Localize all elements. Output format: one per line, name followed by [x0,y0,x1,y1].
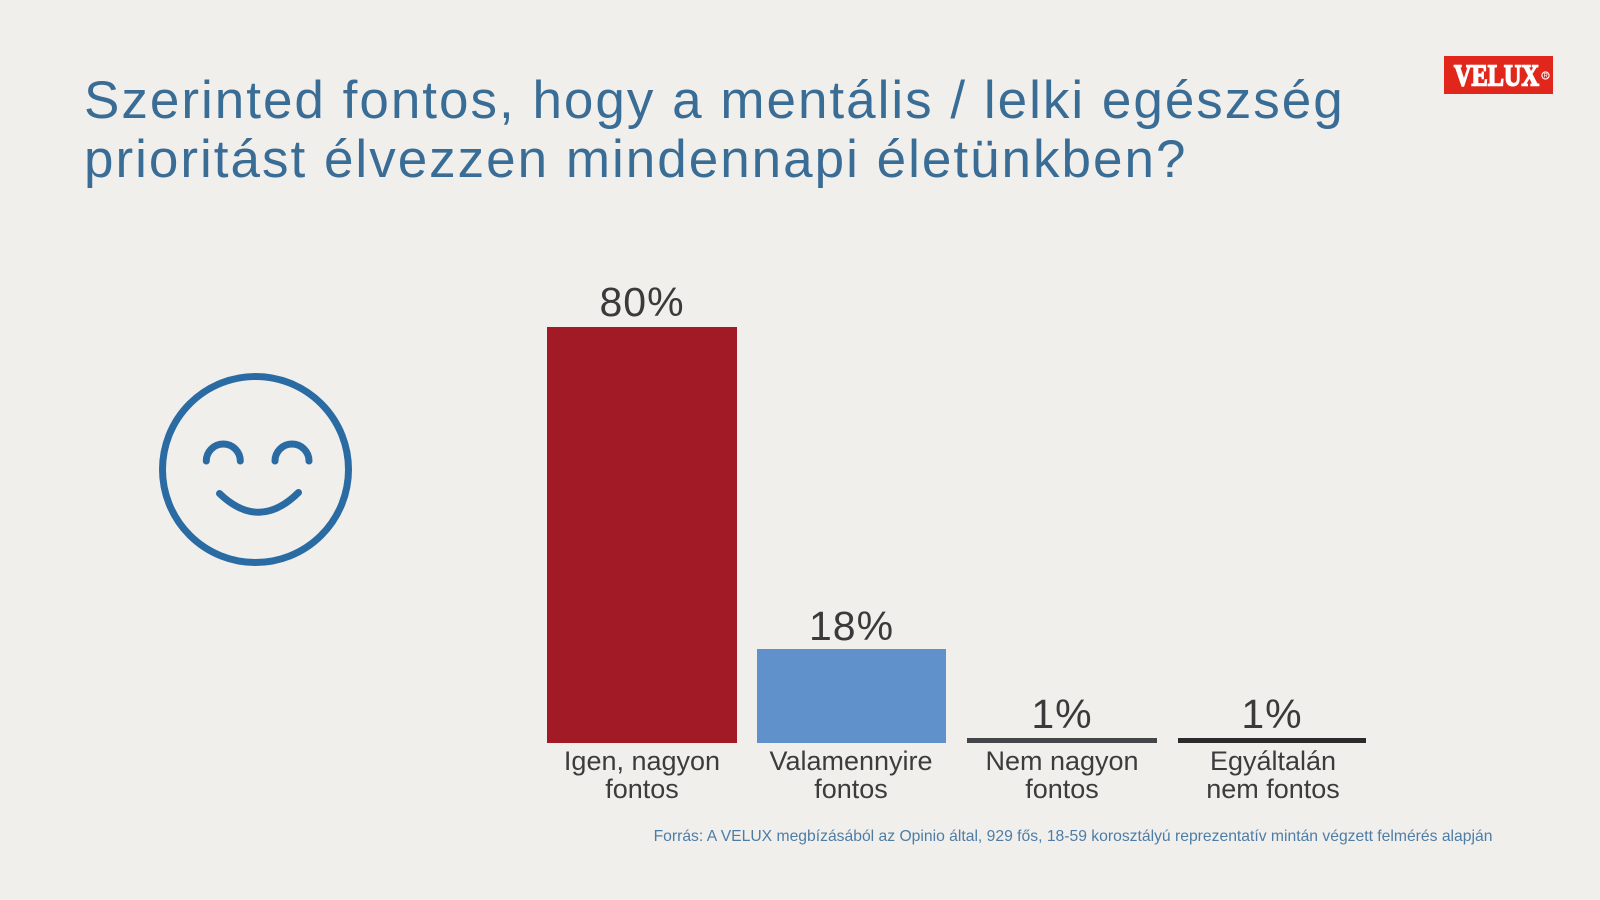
svg-text:R: R [1544,74,1549,80]
svg-text:VELUX: VELUX [1454,58,1539,93]
